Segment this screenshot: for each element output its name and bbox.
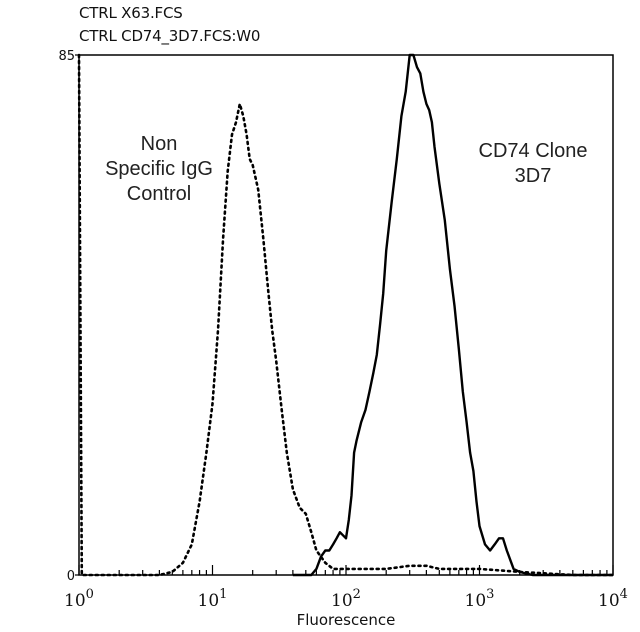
annotation-cd74-line: CD74 Clone [479,140,588,162]
x-tick-label: 100 [64,587,94,611]
x-tick-label: 102 [331,587,361,611]
file-name-2: CTRL CD74_3D7.FCS:W0 [79,27,261,45]
series-cd74-line [292,53,613,577]
annotation-cd74-line: 3D7 [515,165,552,187]
annotation-control-line: Non [141,133,178,155]
file-name-1: CTRL X63.FCS [79,4,183,22]
y-tick-label: 0 [67,569,75,584]
series-control-line [77,53,615,577]
x-tick-label: 103 [465,587,495,611]
x-tick-label: 101 [198,587,228,611]
annotation-control-line: Specific IgG [105,158,213,180]
y-tick-label: 85 [58,49,75,64]
x-axis-label: Fluorescence [297,611,396,629]
annotation-control-line: Control [127,183,191,205]
x-tick-label: 104 [598,587,628,611]
